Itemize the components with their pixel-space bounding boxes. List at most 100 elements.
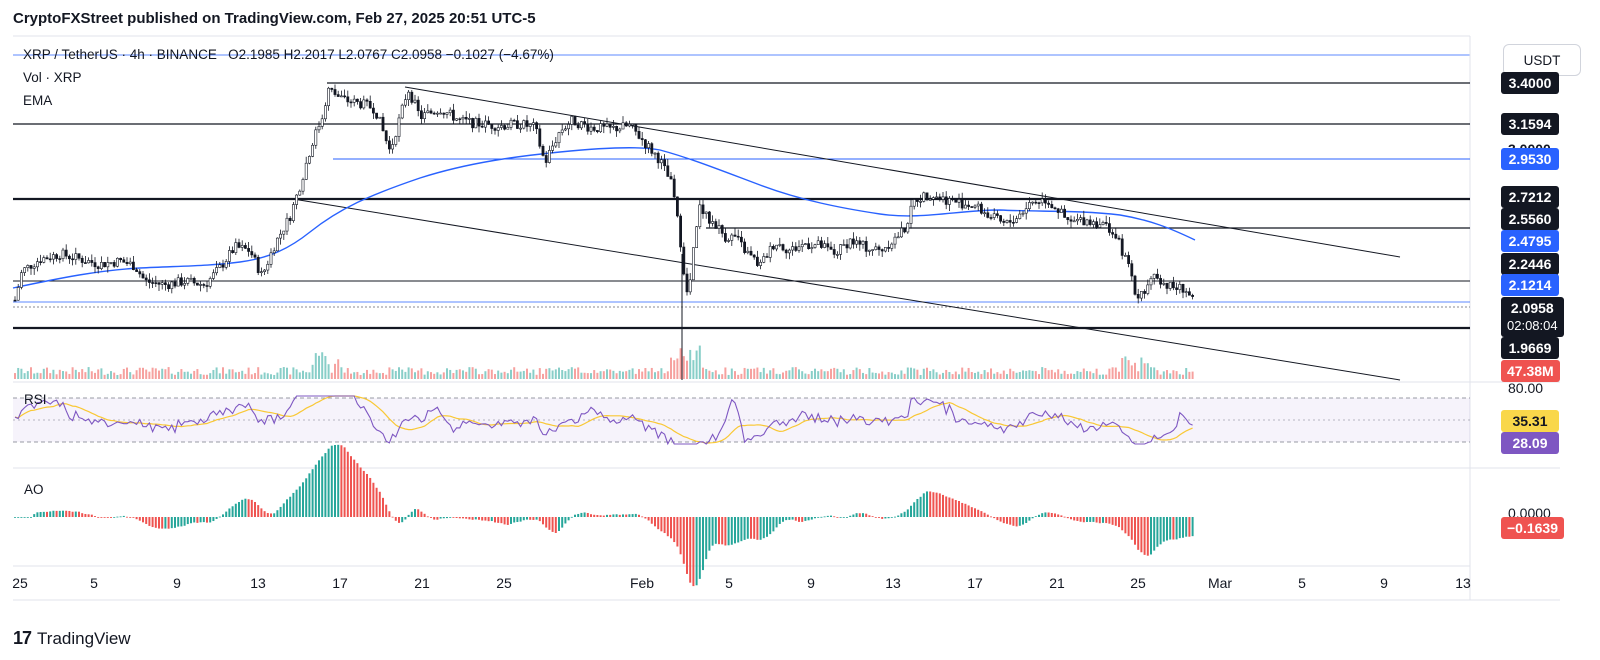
ao-bar [874,517,877,518]
volume-bar [458,369,461,379]
ao-bar [737,517,740,543]
ao-pane-label[interactable]: AO [24,482,44,497]
volume-bar [1182,374,1184,379]
ao-bar [481,517,484,521]
volume-bar [852,370,855,379]
legend-symbol-line[interactable]: XRP / TetherUS · 4h · BINANCE O2.1985 H2… [23,47,554,62]
volume-bar [334,363,336,379]
candle-body [762,256,766,263]
ao-bar [39,512,42,517]
candle-body [704,211,708,214]
candle-body [359,101,363,109]
ao-bar [260,508,263,517]
candle-body [391,144,395,150]
legend-ema[interactable]: EMA [23,93,53,108]
volume-bar [433,373,436,379]
volume-bar [116,374,119,379]
ao-bar [1121,517,1124,531]
candle-body [544,155,548,163]
ao-bar [122,515,125,517]
ao-bar [1105,517,1108,524]
candle-body [1188,291,1191,296]
ao-bar [986,514,989,517]
candle-body [148,279,151,283]
volume-bar [1191,371,1194,379]
volume-bar [593,370,596,379]
volume-bar [874,372,877,379]
ao-bar [1022,517,1024,525]
time-axis-label: 9 [1380,575,1388,591]
volume-bar [321,352,324,379]
candle-body [855,240,859,245]
volume-bar [986,372,989,379]
volume-bar [231,369,234,379]
volume-bar [714,370,717,379]
candle-body [848,238,852,249]
candle-body [877,246,881,250]
volume-bar [567,369,570,379]
candle-body [119,257,123,261]
ao-bar [311,469,314,517]
volume-bar [410,368,413,379]
ao-bar [1092,517,1095,522]
candle-body [1156,273,1159,279]
candle-body [925,192,929,200]
tradingview-footer[interactable]: 17 TradingView [13,628,131,649]
candle-body [765,256,769,258]
volume-bar [849,374,852,379]
ao-bar [14,517,16,518]
ao-bar [535,517,538,520]
time-axis-label: 13 [1455,575,1471,591]
ao-bar [442,517,445,519]
volume-bar [865,374,868,379]
volume-bar [542,373,544,379]
ao-bar [506,517,509,525]
candle-body [816,240,820,245]
candle-body [68,255,71,260]
volume-bar [660,368,663,379]
volume-bar [468,367,471,379]
candle-body [272,250,276,254]
volume-bar [337,359,340,379]
volume-bar [247,367,250,379]
candle-body [218,264,222,268]
candle-body [275,237,279,252]
rsi-pane-label[interactable]: RSI [24,392,47,407]
volume-bar [164,369,167,379]
ao-bar [42,511,45,517]
volume-bar [1105,374,1108,379]
ao-bar [404,517,407,520]
ao-bar [766,517,768,537]
candle-body [835,254,839,256]
ao-bar [638,514,640,517]
candle-body [288,217,292,221]
legend-volume[interactable]: Vol · XRP [23,70,82,85]
time-axis-label: 9 [807,575,815,591]
ao-bar [590,514,592,517]
ao-bar [574,514,576,517]
ao-bar [913,502,916,517]
volume-bar [106,373,109,379]
ao-bar [446,517,448,519]
candle-body [1085,219,1089,226]
candle-body [663,159,667,167]
candle-body [807,243,811,250]
candle-body [1050,204,1054,209]
ao-bar [324,453,327,517]
ao-bar [932,492,935,517]
candle-body [96,266,100,269]
volume-bar [1028,370,1031,379]
volume-bar [788,370,791,379]
candle-body [999,215,1003,222]
ao-bar [839,517,842,518]
ao-bar [199,517,202,523]
ao-bar [212,517,215,522]
ao-bar [1143,517,1146,555]
candle-body [787,249,791,254]
volume-bar [689,349,692,379]
volume-bar [302,370,304,379]
ao-bar [1002,517,1005,524]
candle-body [483,120,487,128]
candle-body [887,247,891,249]
